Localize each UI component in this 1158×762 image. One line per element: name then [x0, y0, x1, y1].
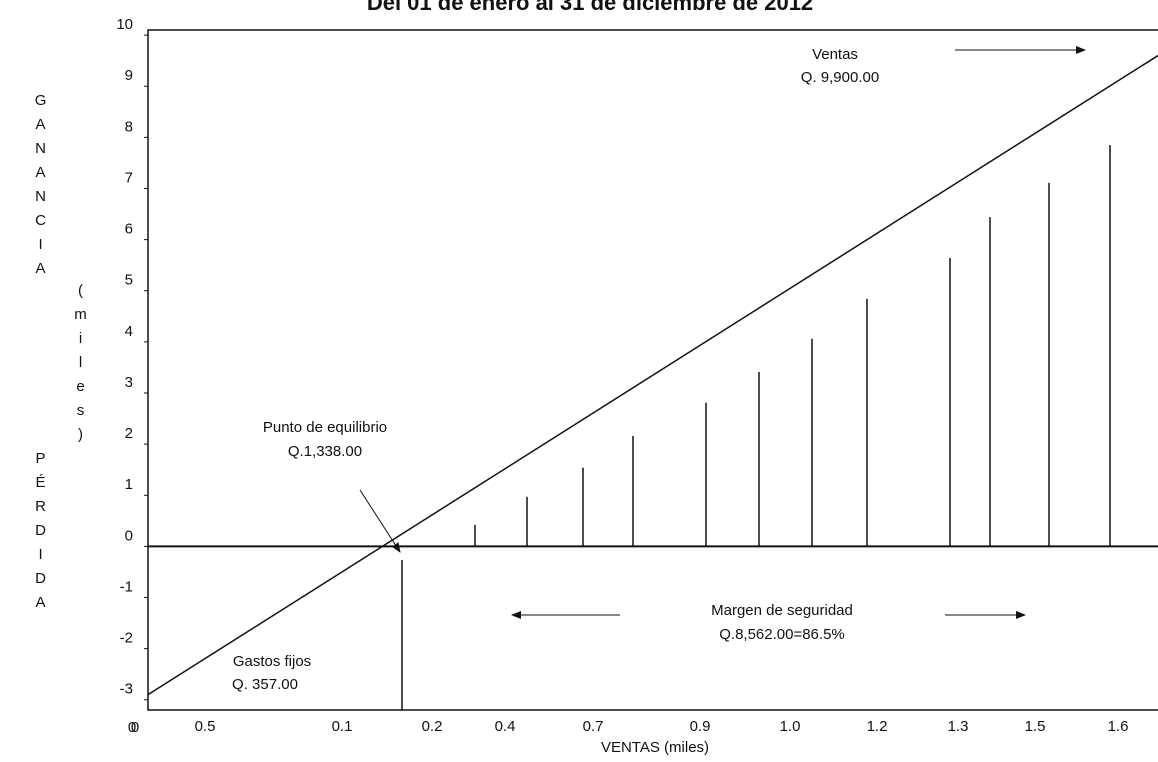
y-tick-label: 2 — [125, 425, 133, 442]
annotation: Q.8,562.00=86.5% — [719, 626, 845, 643]
x-tick-label: 1.2 — [867, 718, 888, 735]
chart-title: Del 01 de enero al 31 de diciembre de 20… — [367, 0, 813, 15]
annotation: Punto de equilibrio — [263, 419, 387, 436]
x-tick-label: 1.5 — [1025, 718, 1046, 735]
y-tick-label: 9 — [125, 67, 133, 84]
y-label-bottom: PÉRDIDA — [32, 450, 49, 618]
sales-line — [147, 54, 1158, 696]
y-extra-tick: 0 — [128, 719, 136, 736]
y-tick-label: 5 — [125, 272, 133, 289]
y-tick-label: 0 — [125, 527, 133, 544]
y-tick-label: 6 — [125, 221, 133, 238]
y-tick-label: 7 — [125, 169, 133, 186]
x-tick-label: 1.3 — [948, 718, 969, 735]
annotation: Q. 9,900.00 — [801, 69, 879, 86]
x-tick-label: 0.9 — [690, 718, 711, 735]
y-tick-label: 1 — [125, 476, 133, 493]
x-tick-label: 0.2 — [422, 718, 443, 735]
y-tick-label: 8 — [125, 118, 133, 135]
y-tick-label: 3 — [125, 374, 133, 391]
y-tick-label: 10 — [116, 16, 133, 33]
y-label-mid: (miles) — [72, 282, 89, 450]
x-tick-label: 0.5 — [195, 718, 216, 735]
x-tick-label: 0.4 — [495, 718, 516, 735]
y-tick-label: -1 — [120, 578, 133, 595]
y-tick-label: 4 — [125, 323, 133, 340]
x-tick-label: 0.1 — [332, 718, 353, 735]
annotation: Margen de seguridad — [711, 602, 853, 619]
y-label-top: GANANCIA — [32, 92, 49, 284]
x-tick-label: 1.0 — [780, 718, 801, 735]
x-tick-label: 0.7 — [583, 718, 604, 735]
plot-frame — [147, 29, 1158, 711]
annotation: Q. 357.00 — [232, 676, 298, 693]
y-tick-label: -3 — [120, 681, 133, 698]
x-tick-label: 1.6 — [1108, 718, 1129, 735]
annotation: Gastos fijos — [233, 653, 311, 670]
y-tick-label: -2 — [120, 630, 133, 647]
annotation: Ventas — [812, 46, 858, 63]
x-axis-title: VENTAS (miles) — [601, 739, 709, 756]
x-tick-label: 0 — [131, 719, 139, 736]
annotation: Q.1,338.00 — [288, 443, 362, 460]
arrow — [359, 489, 401, 553]
